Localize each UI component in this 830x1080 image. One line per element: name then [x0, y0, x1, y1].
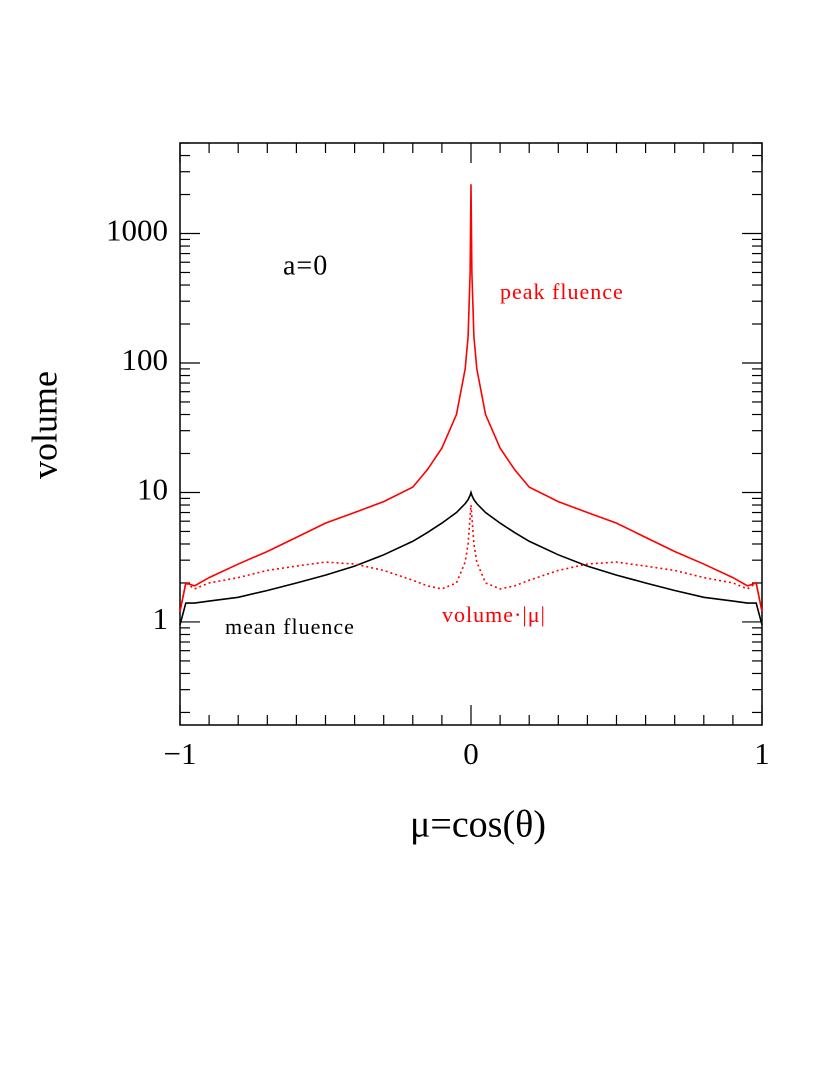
x-tick-label: 0 [463, 736, 479, 771]
y-axis-label: volume [24, 371, 64, 479]
x-axis-label: μ=cos(θ) [410, 804, 546, 846]
y-tick-label: 10 [137, 472, 168, 507]
x-tick-label: 1 [754, 736, 770, 771]
annotation: a=0 [283, 250, 328, 281]
x-tick-label: −1 [164, 736, 197, 771]
annotation: volume·|μ| [442, 602, 546, 627]
series-line [179, 504, 763, 612]
y-tick-label: 1000 [106, 213, 168, 248]
series-line [179, 184, 763, 612]
series-line [179, 489, 763, 626]
annotation: peak fluence [500, 279, 624, 304]
y-tick-label: 100 [122, 342, 169, 377]
y-tick-label: 1 [153, 601, 169, 636]
annotation: mean fluence [225, 614, 355, 639]
